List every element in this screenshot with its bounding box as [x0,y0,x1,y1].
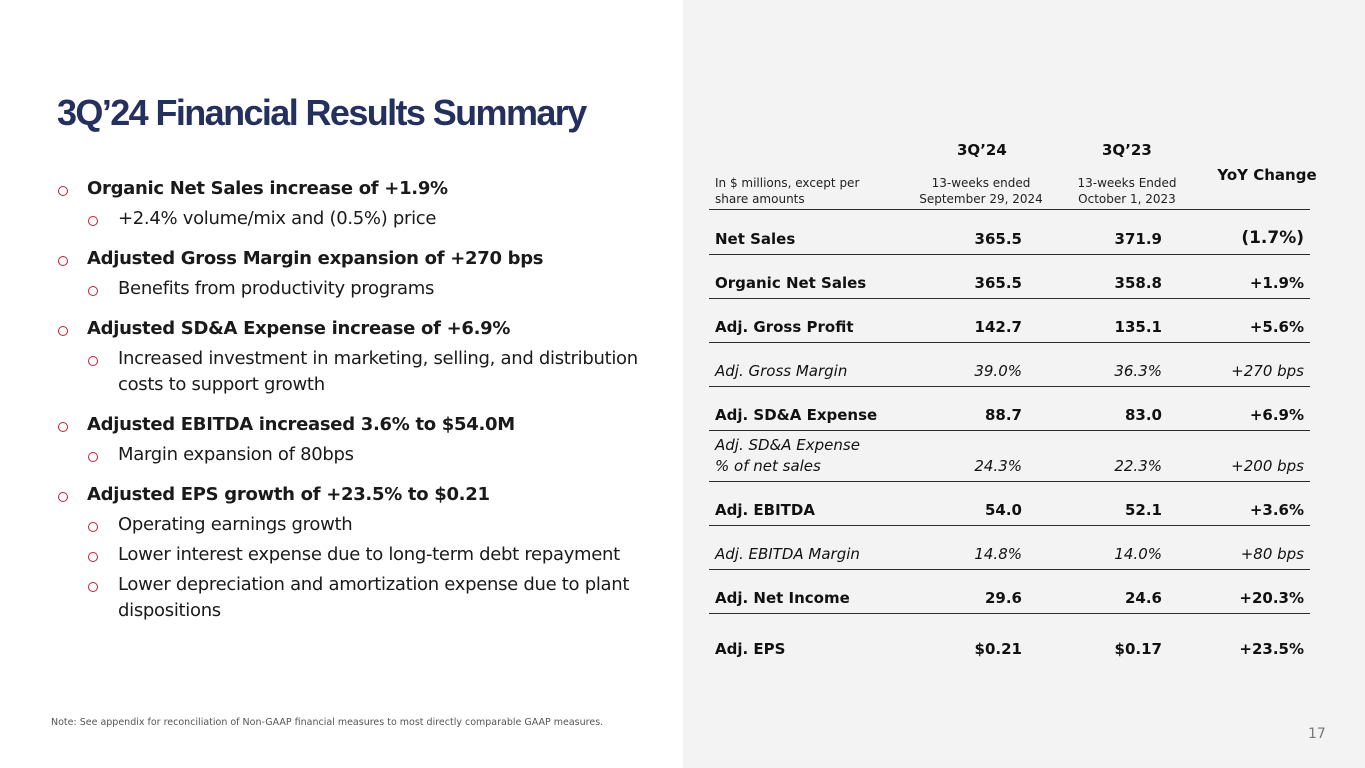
period-1-subheader: 13-weeks ended September 29, 2024 [919,176,1043,206]
bullet-text: Adjusted SD&A Expense increase of +6.9% [87,318,511,339]
sub-bullet-text: +2.4% volume/mix and (0.5%) price [118,208,437,229]
column-header-period-1: 3Q’24 [957,141,1007,159]
footnote: Note: See appendix for reconciliation of… [51,717,604,728]
bullet-marker-icon [58,186,68,196]
bullet-text: Adjusted Gross Margin expansion of +270 … [87,248,544,269]
bullet-text: Adjusted EPS growth of +23.5% to $0.21 [87,484,490,505]
bullet-item: Adjusted Gross Margin expansion of +270 … [57,246,677,302]
bullet-marker-icon [58,492,68,502]
sub-bullet-marker-icon [88,286,98,296]
sub-bullet-marker-icon [88,356,98,366]
table-row: Net Sales 365.5 371.9 (1.7%) [709,210,1310,255]
bullet-marker-icon [58,326,68,336]
bullet-item: Organic Net Sales increase of +1.9% +2.4… [57,176,677,232]
table-row: Adj. SD&A Expense 88.7 83.0 +6.9% [709,387,1310,431]
bullet-text: Organic Net Sales increase of +1.9% [87,178,448,199]
table-row: Adj. SD&A Expense % of net sales 24.3% 2… [709,431,1310,482]
sub-bullet-text: Margin expansion of 80bps [118,444,354,465]
sub-bullet-text: Operating earnings growth [118,514,353,535]
sub-bullet-text: Increased investment in marketing, selli… [118,348,638,395]
table-panel-background [683,0,1365,768]
sub-bullet-marker-icon [88,552,98,562]
sub-bullet-marker-icon [88,216,98,226]
bullet-marker-icon [58,422,68,432]
bullet-marker-icon [58,256,68,266]
table-row: Organic Net Sales 365.5 358.8 +1.9% [709,255,1310,299]
table-row: Adj. Gross Margin 39.0% 36.3% +270 bps [709,343,1310,387]
bullet-item: Adjusted SD&A Expense increase of +6.9% … [57,316,677,398]
bullet-text: Adjusted EBITDA increased 3.6% to $54.0M [87,414,515,435]
bullet-item: Adjusted EBITDA increased 3.6% to $54.0M… [57,412,677,468]
table-row: Adj. EBITDA Margin 14.8% 14.0% +80 bps [709,526,1310,570]
sub-bullet-marker-icon [88,582,98,592]
summary-bullet-list: Organic Net Sales increase of +1.9% +2.4… [57,176,677,624]
bullet-item: Adjusted EPS growth of +23.5% to $0.21 O… [57,482,677,624]
sub-bullet-marker-icon [88,452,98,462]
sub-bullet-text: Benefits from productivity programs [118,278,435,299]
table-row: Adj. Gross Profit 142.7 135.1 +5.6% [709,299,1310,343]
sub-bullet-marker-icon [88,522,98,532]
table-header-divider [709,188,1310,210]
table-row: Adj. Net Income 29.6 24.6 +20.3% [709,570,1310,614]
table-row: Adj. EPS $0.21 $0.17 +23.5% [715,640,1304,658]
sub-bullet-text: Lower depreciation and amortization expe… [118,574,630,621]
table-row: Adj. EBITDA 54.0 52.1 +3.6% [709,482,1310,526]
column-header-yoy: YoY Change [1217,166,1317,184]
page-title: 3Q’24 Financial Results Summary [57,92,587,133]
units-description: In $ millions, except per share amounts [715,176,860,206]
sub-bullet-text: Lower interest expense due to long-term … [118,544,620,565]
period-2-subheader: 13-weeks Ended October 1, 2023 [1077,176,1177,206]
page-number: 17 [1308,726,1326,742]
column-header-period-2: 3Q’23 [1102,141,1152,159]
